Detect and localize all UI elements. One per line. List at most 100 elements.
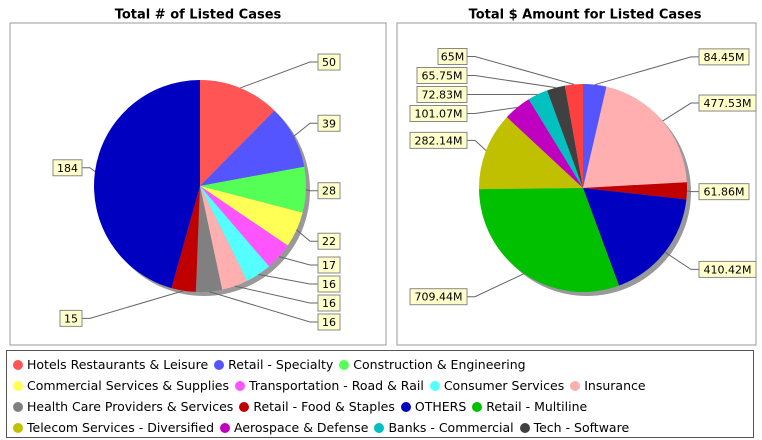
legend-item: Insurance [570, 375, 646, 396]
legend-swatch [239, 402, 250, 412]
data-label: 65.75M [422, 70, 463, 83]
data-label: 16 [322, 316, 336, 329]
legend-swatch [13, 381, 23, 391]
legend-item: OTHERS [400, 396, 466, 417]
leader-line [258, 273, 318, 285]
label-box [437, 48, 468, 66]
legend-item: Construction & Engineering [339, 354, 526, 375]
chart-title: Total # of Listed Cases [115, 8, 282, 23]
legend-item: Consumer Services [429, 375, 565, 396]
label-box [409, 131, 468, 149]
pie-slice [583, 188, 687, 286]
label-box [698, 48, 750, 66]
legend-label: Commercial Services & Supplies [27, 378, 230, 393]
legend-item: Health Care Providers & Services [13, 396, 233, 417]
data-label: 50 [322, 56, 336, 69]
legend-item: Tech - Software [519, 417, 630, 438]
legend-item: Transportation - Road & Rail [235, 375, 424, 396]
legend-label: Hotels Restaurants & Leisure [27, 357, 209, 372]
pie-slice [200, 186, 303, 246]
leader-line [234, 285, 318, 304]
pie-slice [200, 186, 288, 267]
leader-line [82, 167, 96, 172]
label-box [317, 275, 341, 293]
data-label: 282.14M [415, 134, 463, 147]
legend-swatch [13, 402, 23, 412]
leader-line [594, 56, 699, 86]
chart-title: Total $ Amount for Listed Cases [469, 8, 702, 23]
legend-label: Health Care Providers & Services [27, 399, 234, 414]
legend-label: Transportation - Road & Rail [249, 378, 424, 393]
legend-swatch [220, 423, 231, 433]
legend-swatch [374, 423, 385, 433]
legend-label: Retail - Food & Staples [253, 399, 395, 414]
label-box [52, 159, 83, 177]
pie-slice [171, 186, 200, 292]
data-label: 16 [322, 278, 336, 291]
data-label: 477.53M [704, 97, 752, 110]
legend-swatch [13, 423, 23, 433]
label-box [317, 53, 341, 71]
data-label: 16 [322, 297, 336, 310]
label-box [59, 309, 83, 327]
data-label: 72.83M [422, 89, 463, 102]
label-box [698, 183, 750, 201]
legend-label: Retail - Specialty [228, 357, 334, 372]
legend-swatch [429, 381, 440, 391]
label-box [317, 294, 341, 312]
legend-swatch [570, 381, 581, 391]
label-box [698, 260, 757, 278]
legend-label: Insurance [584, 378, 646, 393]
leader-line [467, 273, 525, 298]
leader-line [467, 56, 575, 85]
pie-slice [200, 186, 248, 290]
legend-item: Hotels Restaurants & Leisure [13, 354, 208, 375]
leader-line [467, 75, 556, 89]
data-label: 15 [64, 312, 78, 325]
legend-swatch [214, 360, 225, 370]
legend-swatch [339, 360, 350, 370]
label-box [416, 67, 468, 85]
leader-line [467, 139, 487, 151]
legend-swatch [400, 402, 411, 412]
charts: Total # of Listed Cases 50 39 28 22 17 16 16 16 1… [9, 8, 757, 346]
label-box [317, 313, 341, 331]
data-label: 709.44M [415, 291, 463, 304]
data-label: 65M [441, 51, 465, 64]
data-label: 410.42M [704, 263, 752, 276]
pie-slice [195, 186, 223, 292]
legend-item: Retail - Multiline [472, 396, 587, 417]
data-label: 184 [57, 162, 78, 175]
legend-label: Consumer Services [443, 378, 565, 393]
legend-item: Retail - Specialty [214, 354, 333, 375]
label-box [416, 86, 468, 104]
pie-slice [200, 110, 305, 186]
legend-label: Retail - Multiline [486, 399, 588, 414]
data-label: 101.07M [415, 108, 463, 121]
pie-slice [479, 117, 583, 190]
label-box [317, 182, 341, 200]
legend-label: Telecom Services - Diversified [27, 420, 215, 435]
data-label: 17 [322, 259, 336, 272]
pie-slice [583, 86, 687, 188]
legend-item: Banks - Commercial [374, 417, 514, 438]
leader-line [296, 229, 318, 242]
legend-swatch [235, 381, 246, 391]
pie-slice [506, 99, 583, 188]
label-box [317, 114, 341, 132]
label-box [317, 256, 341, 274]
leader-line [293, 122, 318, 137]
leader-line [662, 102, 699, 122]
label-box [317, 232, 341, 250]
label-box [409, 288, 468, 306]
legend-label: Construction & Engineering [353, 357, 526, 372]
pie-slice [200, 166, 306, 213]
leader-line [208, 291, 318, 323]
data-label: 22 [322, 235, 336, 248]
leader-line [664, 251, 699, 270]
legend-item: Telecom Services - Diversified [13, 417, 214, 438]
leader-line [686, 190, 699, 193]
data-label: 39 [322, 117, 336, 130]
pie-slice [547, 85, 583, 188]
legend-label: Tech - Software [533, 420, 630, 435]
